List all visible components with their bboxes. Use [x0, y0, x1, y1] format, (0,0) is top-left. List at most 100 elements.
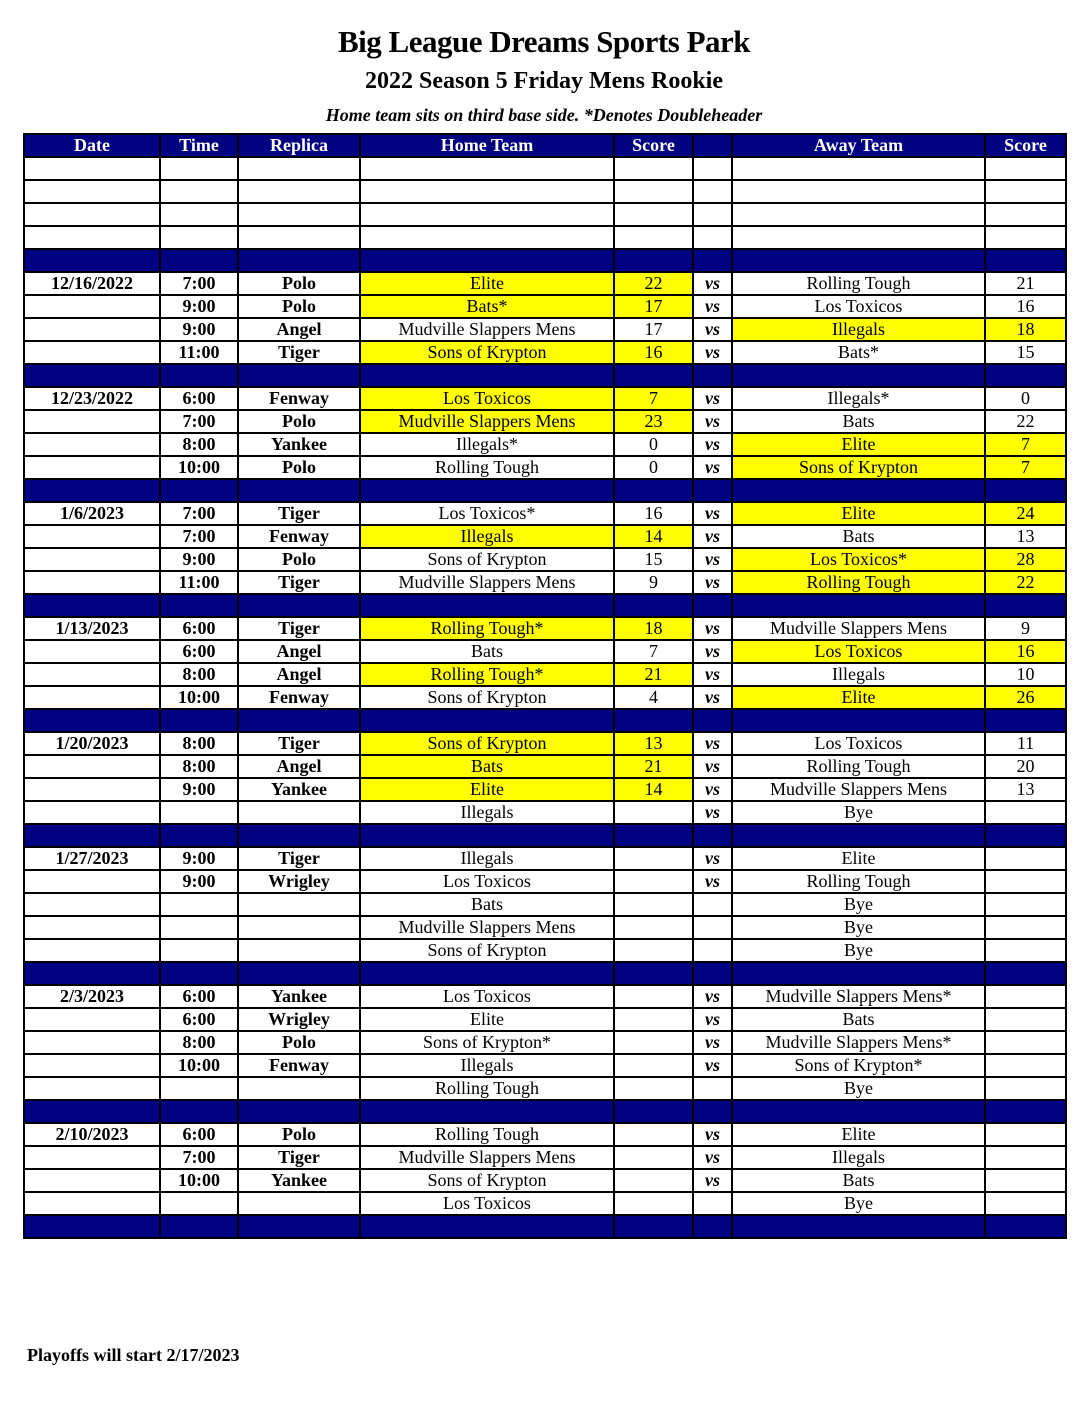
empty-cell	[237, 179, 361, 204]
vs-cell	[692, 1191, 733, 1216]
replica-cell: Fenway	[237, 1053, 361, 1078]
game-row: 9:00 Angel Mudville Slappers Mens 17 vs Illeg…	[23, 317, 1067, 342]
vs-cell: vs	[692, 1145, 733, 1170]
vs-cell: vs	[692, 455, 733, 480]
date-cell	[23, 662, 161, 687]
replica-cell	[237, 800, 361, 825]
home-score-cell: 0	[613, 455, 694, 480]
game-row: 7:00 Tiger Mudville Slappers Mens vs Illegal…	[23, 1145, 1067, 1170]
separator-cell	[359, 593, 615, 618]
home-score-cell	[613, 846, 694, 871]
home-team-cell: Los Toxicos*	[359, 501, 615, 526]
vs-cell: vs	[692, 1168, 733, 1193]
date-cell	[23, 1030, 161, 1055]
home-team-cell: Sons of Krypton	[359, 685, 615, 710]
game-row: 7:00 Polo Mudville Slappers Mens 23 vs Bats 22	[23, 409, 1067, 434]
time-cell: 10:00	[159, 685, 239, 710]
home-score-cell: 4	[613, 685, 694, 710]
separator-cell	[984, 248, 1067, 273]
empty-cell	[613, 225, 694, 250]
date-cell	[23, 869, 161, 894]
empty-cell	[692, 179, 733, 204]
away-score-cell	[984, 800, 1067, 825]
away-team-cell: Elite	[731, 432, 986, 457]
empty-cell	[731, 225, 986, 250]
header-home-score: Score	[613, 133, 694, 158]
home-score-cell	[613, 1007, 694, 1032]
home-team-cell: Bats*	[359, 294, 615, 319]
home-team-cell: Rolling Tough*	[359, 616, 615, 641]
date-cell	[23, 1076, 161, 1101]
empty-cell	[731, 179, 986, 204]
away-score-cell: 0	[984, 386, 1067, 411]
home-score-cell	[613, 938, 694, 963]
date-cell	[23, 754, 161, 779]
game-row: 10:00 Polo Rolling Tough 0 vs Sons of Krypton…	[23, 455, 1067, 480]
away-team-cell: Bats	[731, 409, 986, 434]
separator-cell	[23, 708, 161, 733]
header-note: Home team sits on third base side. *Deno…	[325, 105, 763, 125]
away-team-cell: Los Toxicos	[731, 294, 986, 319]
time-cell: 7:00	[159, 409, 239, 434]
vs-cell: vs	[692, 1122, 733, 1147]
empty-cell	[159, 179, 239, 204]
time-cell: 8:00	[159, 662, 239, 687]
header-vs	[692, 133, 733, 158]
home-team-cell: Los Toxicos	[359, 984, 615, 1009]
home-team-cell: Rolling Tough*	[359, 662, 615, 687]
week-separator	[23, 708, 1067, 733]
separator-cell	[731, 823, 986, 848]
separator-cell	[23, 823, 161, 848]
header-replica: Replica	[237, 133, 361, 158]
away-score-cell: 26	[984, 685, 1067, 710]
time-cell: 6:00	[159, 1007, 239, 1032]
away-team-cell: Bye	[731, 938, 986, 963]
time-cell: 7:00	[159, 524, 239, 549]
time-cell: 9:00	[159, 777, 239, 802]
time-cell: 8:00	[159, 1030, 239, 1055]
replica-cell: Fenway	[237, 524, 361, 549]
away-score-cell: 24	[984, 501, 1067, 526]
separator-cell	[23, 961, 161, 986]
replica-cell: Fenway	[237, 685, 361, 710]
game-row: 1/13/2023 6:00 Tiger Rolling Tough* 18 vs Mudv…	[23, 616, 1067, 641]
home-score-cell: 17	[613, 317, 694, 342]
separator-cell	[731, 478, 986, 503]
time-cell: 8:00	[159, 754, 239, 779]
empty-cell	[731, 202, 986, 227]
date-cell	[23, 892, 161, 917]
separator-cell	[23, 478, 161, 503]
time-cell: 8:00	[159, 432, 239, 457]
home-team-cell: Sons of Krypton*	[359, 1030, 615, 1055]
time-cell: 9:00	[159, 869, 239, 894]
home-team-cell: Elite	[359, 1007, 615, 1032]
home-team-cell: Mudville Slappers Mens	[359, 409, 615, 434]
replica-cell: Polo	[237, 294, 361, 319]
empty-cell	[984, 202, 1067, 227]
away-score-cell: 20	[984, 754, 1067, 779]
header-home-team: Home Team	[359, 133, 615, 158]
separator-cell	[359, 478, 615, 503]
week-separator	[23, 823, 1067, 848]
away-team-cell: Mudville Slappers Mens	[731, 616, 986, 641]
separator-cell	[613, 363, 694, 388]
schedule-table: Date Time Replica Home Team Score Away Team Sc…	[23, 133, 1067, 1239]
date-cell	[23, 455, 161, 480]
separator-cell	[23, 1214, 161, 1239]
separator-cell	[692, 363, 733, 388]
game-row: Bats Bye	[23, 892, 1067, 917]
replica-cell: Fenway	[237, 386, 361, 411]
replica-cell: Yankee	[237, 777, 361, 802]
empty-cell	[613, 156, 694, 181]
time-cell: 7:00	[159, 501, 239, 526]
replica-cell: Yankee	[237, 1168, 361, 1193]
empty-cell	[237, 225, 361, 250]
replica-cell: Tiger	[237, 846, 361, 871]
home-score-cell	[613, 869, 694, 894]
away-team-cell: Illegals	[731, 1145, 986, 1170]
time-cell	[159, 1076, 239, 1101]
separator-cell	[159, 823, 239, 848]
away-score-cell: 22	[984, 409, 1067, 434]
game-row: 10:00 Fenway Illegals vs Sons of Krypton*	[23, 1053, 1067, 1078]
vs-cell	[692, 892, 733, 917]
